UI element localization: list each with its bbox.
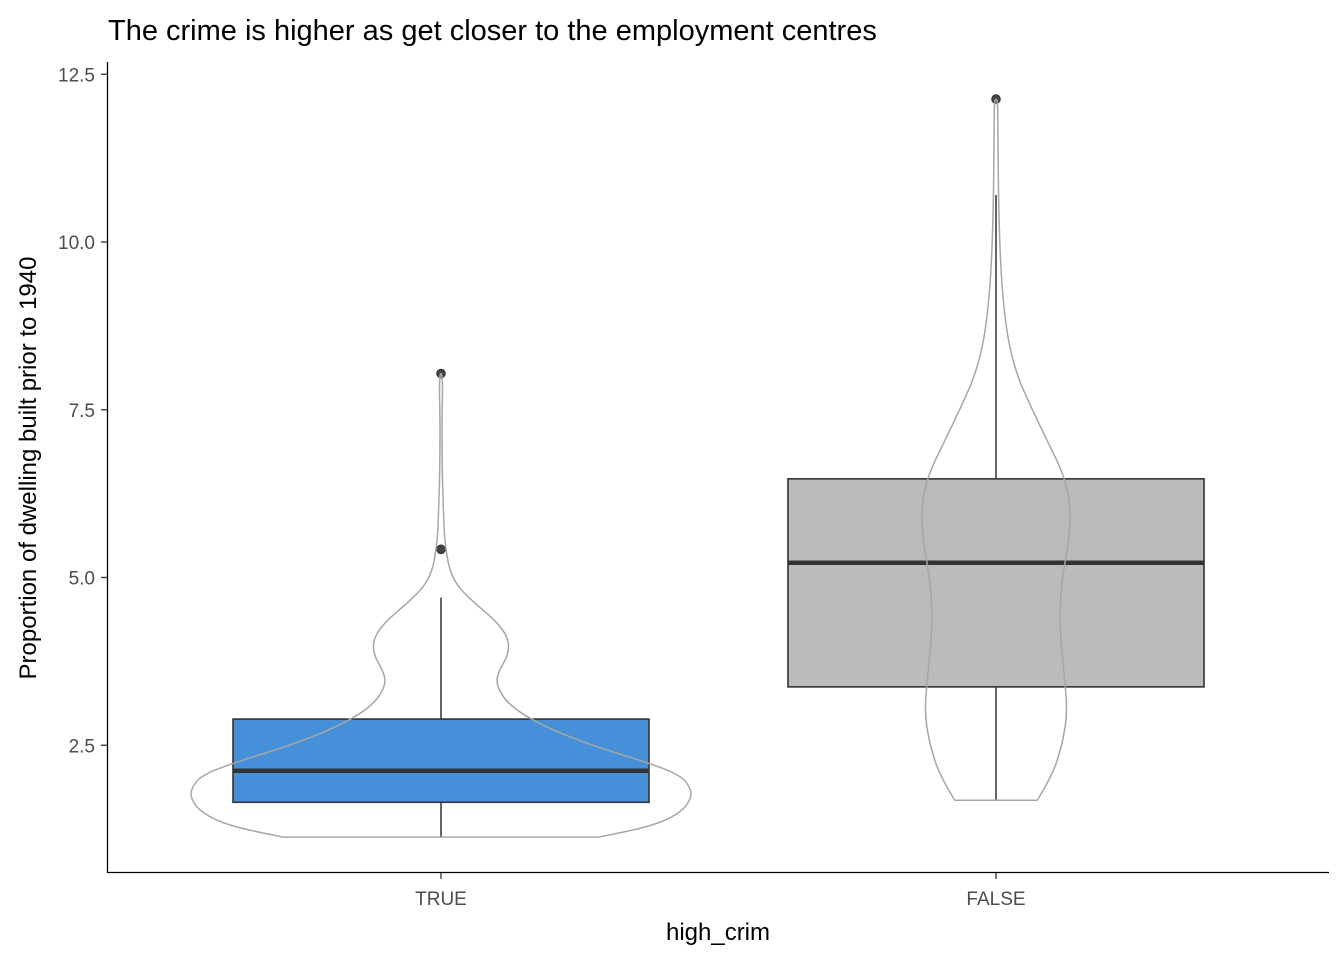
y-tick-label: 7.5: [69, 401, 95, 422]
outlier-point: [436, 544, 446, 555]
y-tick-label: 12.5: [58, 65, 95, 86]
x-tick-label: TRUE: [415, 889, 467, 910]
y-axis-title: Proportion of dwelling built prior to 19…: [15, 257, 42, 680]
y-axis-ticks: 2.5 5.0 7.5 10.0 12.5: [58, 65, 107, 757]
violin-false: [921, 98, 1071, 802]
x-axis-ticks: TRUE FALSE: [415, 873, 1026, 910]
box-iqr: [787, 478, 1205, 688]
x-tick-label: FALSE: [966, 889, 1025, 910]
y-tick-label: 2.5: [69, 736, 95, 757]
boxplot-false: [787, 94, 1205, 801]
y-tick-label: 10.0: [58, 233, 95, 254]
box-iqr: [232, 718, 650, 804]
chart-title: The crime is higher as get closer to the…: [108, 15, 877, 47]
x-axis-title: high_crim: [666, 919, 770, 946]
y-tick-label: 5.0: [69, 569, 95, 590]
boxplot-true: [232, 368, 650, 838]
plot-area: [190, 94, 1205, 838]
violin-true: [190, 372, 692, 838]
